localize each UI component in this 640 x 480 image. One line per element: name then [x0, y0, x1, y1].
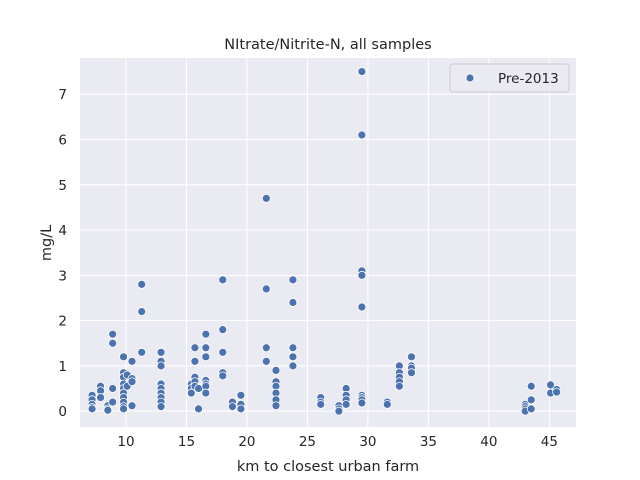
x-tick-label: 15 — [178, 434, 195, 450]
data-point — [218, 347, 228, 357]
data-point — [186, 388, 196, 398]
x-tick-label: 20 — [238, 434, 255, 450]
data-point — [261, 284, 271, 294]
data-point — [288, 361, 298, 371]
y-tick-label: 4 — [58, 223, 67, 239]
data-point — [194, 404, 203, 414]
y-tick-label: 7 — [58, 87, 67, 103]
grid — [80, 58, 576, 427]
data-point — [119, 404, 128, 414]
data-point — [261, 356, 271, 366]
x-tick-label: 40 — [480, 434, 497, 450]
data-point — [190, 356, 200, 366]
data-point — [156, 402, 166, 412]
y-tick-label: 3 — [58, 268, 67, 284]
data-point — [357, 67, 367, 76]
data-point — [87, 404, 97, 414]
plot-area — [80, 58, 576, 427]
data-point — [156, 361, 166, 371]
y-tick-labels: 0 1 2 3 4 5 6 7 — [58, 87, 67, 420]
data-point — [137, 279, 147, 289]
chart-title: NItrate/Nitrite-N, all samples — [224, 37, 431, 53]
data-point — [357, 270, 367, 280]
x-tick-label: 25 — [299, 434, 316, 450]
legend-box — [449, 63, 570, 93]
x-tick-label: 45 — [541, 434, 558, 450]
data-point — [127, 356, 137, 366]
data-point — [108, 338, 118, 348]
data-point — [526, 404, 536, 414]
data-point — [552, 387, 562, 397]
data-point — [108, 397, 118, 407]
x-tick-label: 10 — [117, 434, 134, 450]
data-point — [127, 401, 137, 411]
data-point — [218, 275, 228, 285]
data-point — [137, 307, 147, 316]
data-point — [108, 384, 118, 393]
data-point — [156, 347, 166, 357]
data-point — [394, 381, 404, 391]
y-tick-label: 0 — [58, 404, 67, 420]
data-point — [201, 329, 211, 339]
data-point — [201, 352, 211, 362]
data-point — [407, 368, 416, 378]
data-point — [526, 381, 536, 391]
data-point — [218, 325, 228, 335]
y-tick-label: 2 — [58, 314, 67, 330]
data-point — [271, 366, 281, 375]
x-axis-label: km to closest urban farm — [237, 459, 419, 475]
data-point — [103, 405, 113, 415]
legend-label: Pre-2013 — [498, 71, 559, 87]
data-point — [236, 390, 246, 400]
data-point — [357, 398, 367, 408]
data-point — [218, 371, 228, 381]
data-point — [526, 395, 536, 405]
data-point — [407, 352, 416, 362]
data-point — [334, 406, 344, 416]
data-point — [288, 352, 298, 362]
data-points — [87, 67, 562, 416]
data-point — [228, 402, 237, 412]
data-point — [127, 377, 137, 387]
data-point — [288, 343, 298, 353]
data-point — [357, 302, 367, 312]
data-point — [288, 298, 298, 307]
data-point — [236, 404, 246, 414]
data-point — [316, 399, 326, 409]
y-axis-label: mg/L — [39, 225, 55, 261]
x-tick-label: 30 — [359, 434, 376, 450]
data-point — [190, 343, 200, 353]
data-point — [357, 130, 367, 140]
data-point — [201, 343, 211, 353]
data-point — [382, 399, 392, 409]
y-tick-label: 5 — [58, 178, 67, 194]
data-point — [271, 401, 281, 411]
data-point — [119, 352, 128, 362]
data-point — [261, 193, 271, 203]
data-point — [288, 275, 298, 285]
y-tick-label: 1 — [58, 359, 67, 375]
x-tick-label: 35 — [420, 434, 437, 450]
data-point — [261, 343, 271, 353]
data-point — [341, 399, 351, 409]
y-tick-label: 6 — [58, 132, 67, 148]
data-point — [96, 393, 105, 402]
legend: Pre-2013 — [449, 63, 570, 93]
data-point — [201, 388, 211, 398]
x-tick-labels: 10 15 20 25 30 35 40 45 — [117, 434, 558, 450]
legend-marker — [465, 73, 475, 83]
data-point — [194, 384, 203, 393]
data-point — [108, 329, 118, 339]
data-point — [137, 347, 147, 357]
